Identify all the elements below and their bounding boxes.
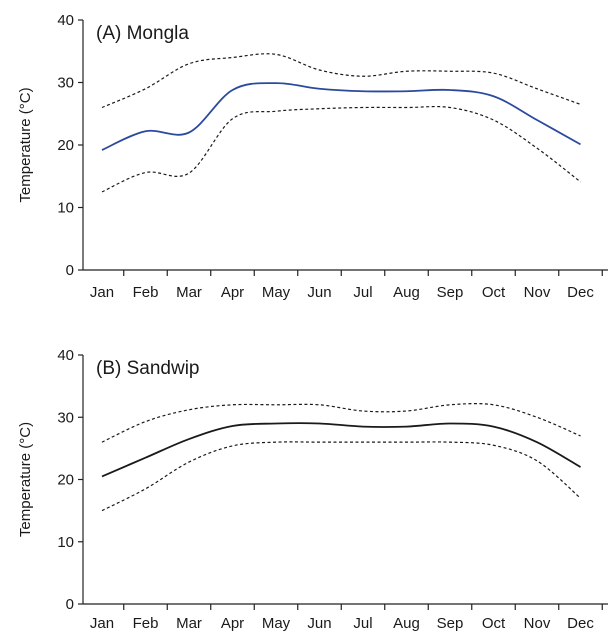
panel-a-x-tick-label: Sep bbox=[437, 284, 464, 301]
panel-b-y-tick-label: 40 bbox=[57, 347, 74, 364]
panel-b-upper-bound-line bbox=[101, 403, 581, 443]
panel-b-x-tick-label: Nov bbox=[524, 615, 551, 632]
panel-b-x-tick-label: Jan bbox=[90, 615, 114, 632]
panel-b-lower-bound-line bbox=[101, 441, 581, 512]
panel-b-x-tick-label: Jul bbox=[353, 615, 372, 632]
panel-a-mean-line bbox=[101, 82, 581, 151]
panel-b-y-tick-label: 30 bbox=[57, 409, 74, 426]
panel-a-y-tick-label: 0 bbox=[66, 262, 74, 279]
panel-b-title: (B) Sandwip bbox=[96, 358, 200, 379]
panel-b-x-tick-label: Mar bbox=[176, 615, 202, 632]
panel-a-y-tick-label: 10 bbox=[57, 200, 74, 217]
panel-b-y-tick-label: 10 bbox=[57, 534, 74, 551]
panel-a-x-tick-label: Dec bbox=[567, 284, 594, 301]
panel-a-x-tick-label: Mar bbox=[176, 284, 202, 301]
panel-b-y-tick-label: 0 bbox=[66, 596, 74, 613]
panel-b-y-axis-title: Temperature (°C) bbox=[17, 422, 34, 537]
panel-b-x-tick-label: Sep bbox=[437, 615, 464, 632]
panel-b-y-tick-label: 20 bbox=[57, 472, 74, 489]
panel-a-lower-bound-line bbox=[101, 105, 581, 193]
panel-a-x-tick-label: Jun bbox=[307, 284, 331, 301]
panel-a-y-tick-label: 20 bbox=[57, 137, 74, 154]
panel-a-x-tick-label: Jan bbox=[90, 284, 114, 301]
panel-b-x-tick-label: Oct bbox=[482, 615, 506, 632]
panel-a-upper-bound-line bbox=[101, 53, 581, 109]
panel-b-x-tick-label: Jun bbox=[307, 615, 331, 632]
panel-a-x-tick-label: Nov bbox=[524, 284, 551, 301]
panel-a-y-axis-title: Temperature (°C) bbox=[17, 87, 34, 202]
panel-b-x-tick-label: Feb bbox=[133, 615, 159, 632]
panel-b-x-tick-label: Dec bbox=[567, 615, 594, 632]
panel-b-mean-line bbox=[101, 422, 581, 478]
panel-a-x-tick-label: May bbox=[262, 284, 291, 301]
panel-a-x-tick-label: Aug bbox=[393, 284, 420, 301]
panel-b-x-tick-label: May bbox=[262, 615, 291, 632]
panel-a-y-tick-label: 40 bbox=[57, 12, 74, 29]
panel-a-x-tick-label: Feb bbox=[133, 284, 159, 301]
panel-a-y-tick-label: 30 bbox=[57, 75, 74, 92]
panel-a-x-tick-label: Jul bbox=[353, 284, 372, 301]
panel-b-x-tick-label: Aug bbox=[393, 615, 420, 632]
panel-a-title: (A) Mongla bbox=[96, 23, 189, 44]
panel-a-x-tick-label: Oct bbox=[482, 284, 506, 301]
panel-a-x-tick-label: Apr bbox=[221, 284, 244, 301]
panel-b-x-tick-label: Apr bbox=[221, 615, 244, 632]
